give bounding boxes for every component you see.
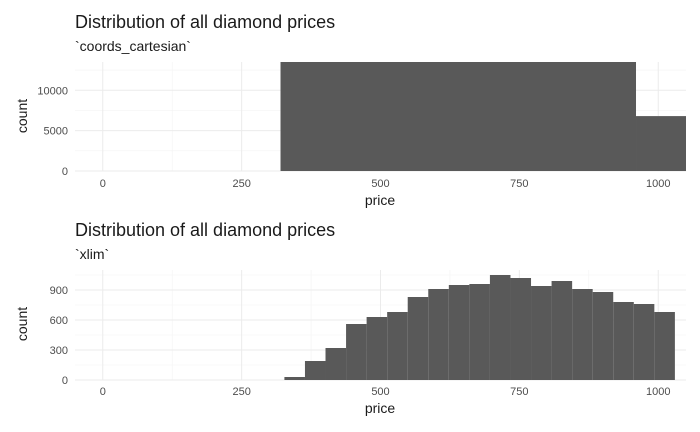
histogram-bar: [387, 312, 408, 380]
panel-subtitle: `xlim`: [75, 246, 109, 262]
histogram-bar: [551, 281, 573, 380]
histogram-bar: [428, 289, 449, 380]
y-tick-label: 0: [62, 166, 68, 178]
y-tick-label: 600: [50, 315, 68, 327]
histogram-bar: [366, 317, 388, 380]
histogram-bar: [448, 285, 470, 380]
x-tick-label: 500: [371, 386, 389, 398]
histogram-bar: [304, 361, 326, 380]
x-axis-ticks: 0 250 500 750 1000: [100, 386, 671, 398]
panel-xlim: Distribution of all diamond prices `xlim…: [14, 220, 686, 416]
x-tick-label: 1000: [646, 178, 670, 190]
histogram-bar: [325, 348, 347, 380]
histogram-bar: [510, 278, 532, 380]
x-tick-label: 0: [100, 386, 106, 398]
histogram-bar: [469, 284, 490, 380]
y-axis-title: count: [14, 99, 30, 133]
histogram-bars: [280, 62, 686, 171]
histogram-bar: [572, 289, 593, 380]
x-tick-label: 250: [232, 386, 250, 398]
y-tick-label: 300: [50, 345, 68, 357]
panel-subtitle: `coords_cartesian`: [75, 38, 191, 54]
histogram-bar: [284, 377, 305, 380]
y-axis-ticks: 0 300 600 900: [50, 285, 68, 387]
histogram-bar: [636, 116, 686, 171]
x-tick-label: 1000: [646, 386, 670, 398]
histogram-bar: [489, 275, 511, 380]
y-tick-label: 0: [62, 375, 68, 387]
y-tick-label: 900: [50, 285, 68, 297]
x-tick-label: 750: [510, 386, 528, 398]
histogram-bar: [346, 324, 367, 380]
x-tick-label: 0: [100, 178, 106, 190]
histogram-bar: [531, 286, 552, 380]
y-axis-title: count: [14, 307, 30, 341]
x-axis-title: price: [365, 192, 396, 208]
panel-title: Distribution of all diamond prices: [75, 220, 335, 240]
histogram-bars: [284, 275, 675, 380]
histogram-bar: [280, 62, 637, 171]
x-axis-ticks: 0 250 500 750 1000: [100, 178, 671, 190]
panel-coords-cartesian: Distribution of all diamond prices `coor…: [14, 12, 686, 208]
histogram-bar: [633, 304, 655, 380]
x-axis-title: price: [365, 400, 396, 416]
histogram-bar: [654, 312, 675, 380]
panel-title: Distribution of all diamond prices: [75, 12, 335, 32]
y-axis-ticks: 0 5000 10000: [37, 85, 68, 178]
x-tick-label: 500: [371, 178, 389, 190]
y-tick-label: 5000: [44, 126, 68, 138]
x-tick-label: 250: [232, 178, 250, 190]
histogram-bar: [592, 292, 614, 380]
y-tick-label: 10000: [37, 85, 68, 97]
histogram-bar: [613, 302, 634, 380]
x-tick-label: 750: [510, 178, 528, 190]
histogram-bar: [407, 297, 429, 380]
